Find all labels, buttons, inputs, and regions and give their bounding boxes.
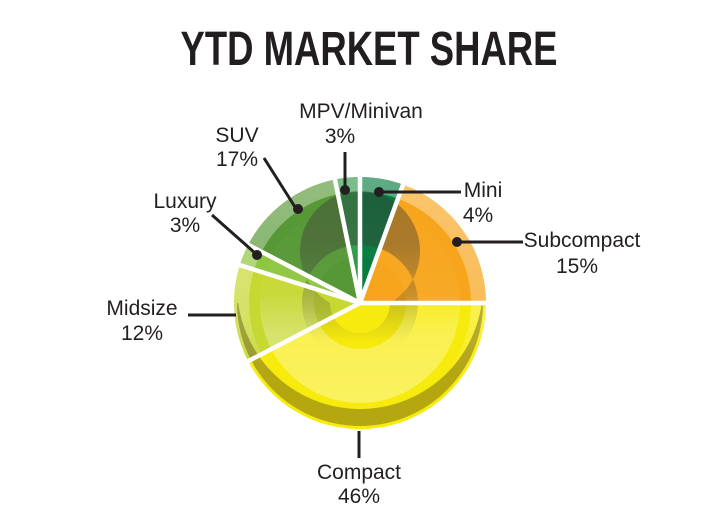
mpv-minivan-dot [340, 185, 350, 195]
suv-leader-line [262, 157, 297, 208]
pct-subcompact: 15% [555, 255, 599, 278]
label-mini: Mini [463, 179, 503, 202]
slice-separator [246, 301, 362, 364]
chart-title: YTD MARKET SHARE [181, 23, 558, 76]
label-midsize: Midsize [106, 297, 178, 320]
luxury-leader-line [211, 213, 256, 255]
pct-mini: 4% [462, 204, 494, 227]
pct-mpv-minivan: 3% [324, 125, 356, 148]
slice-separator [332, 178, 363, 304]
callouts [188, 152, 523, 458]
slice-separators [238, 176, 487, 364]
luxury-dot [252, 250, 262, 260]
label-compact: Compact [316, 461, 402, 484]
pct-midsize: 12% [120, 322, 164, 345]
chart-title-wrap: YTD MARKET SHARE [6, 26, 727, 74]
pct-suv: 17% [215, 148, 259, 171]
mini-dot [374, 187, 384, 197]
pct-compact: 46% [337, 485, 381, 508]
label-luxury: Luxury [153, 190, 217, 213]
slice-separator [246, 242, 362, 305]
label-mpv-minivan: MPV/Minivan [299, 100, 423, 123]
slice-separator [238, 262, 361, 306]
inner-glow-ring [260, 203, 460, 403]
label-subcompact: Subcompact [523, 229, 641, 252]
slice-separator [357, 182, 406, 304]
label-suv: SUV [215, 124, 259, 147]
subcompact-dot [452, 237, 462, 247]
pct-luxury: 3% [169, 214, 201, 237]
suv-dot [293, 204, 303, 214]
